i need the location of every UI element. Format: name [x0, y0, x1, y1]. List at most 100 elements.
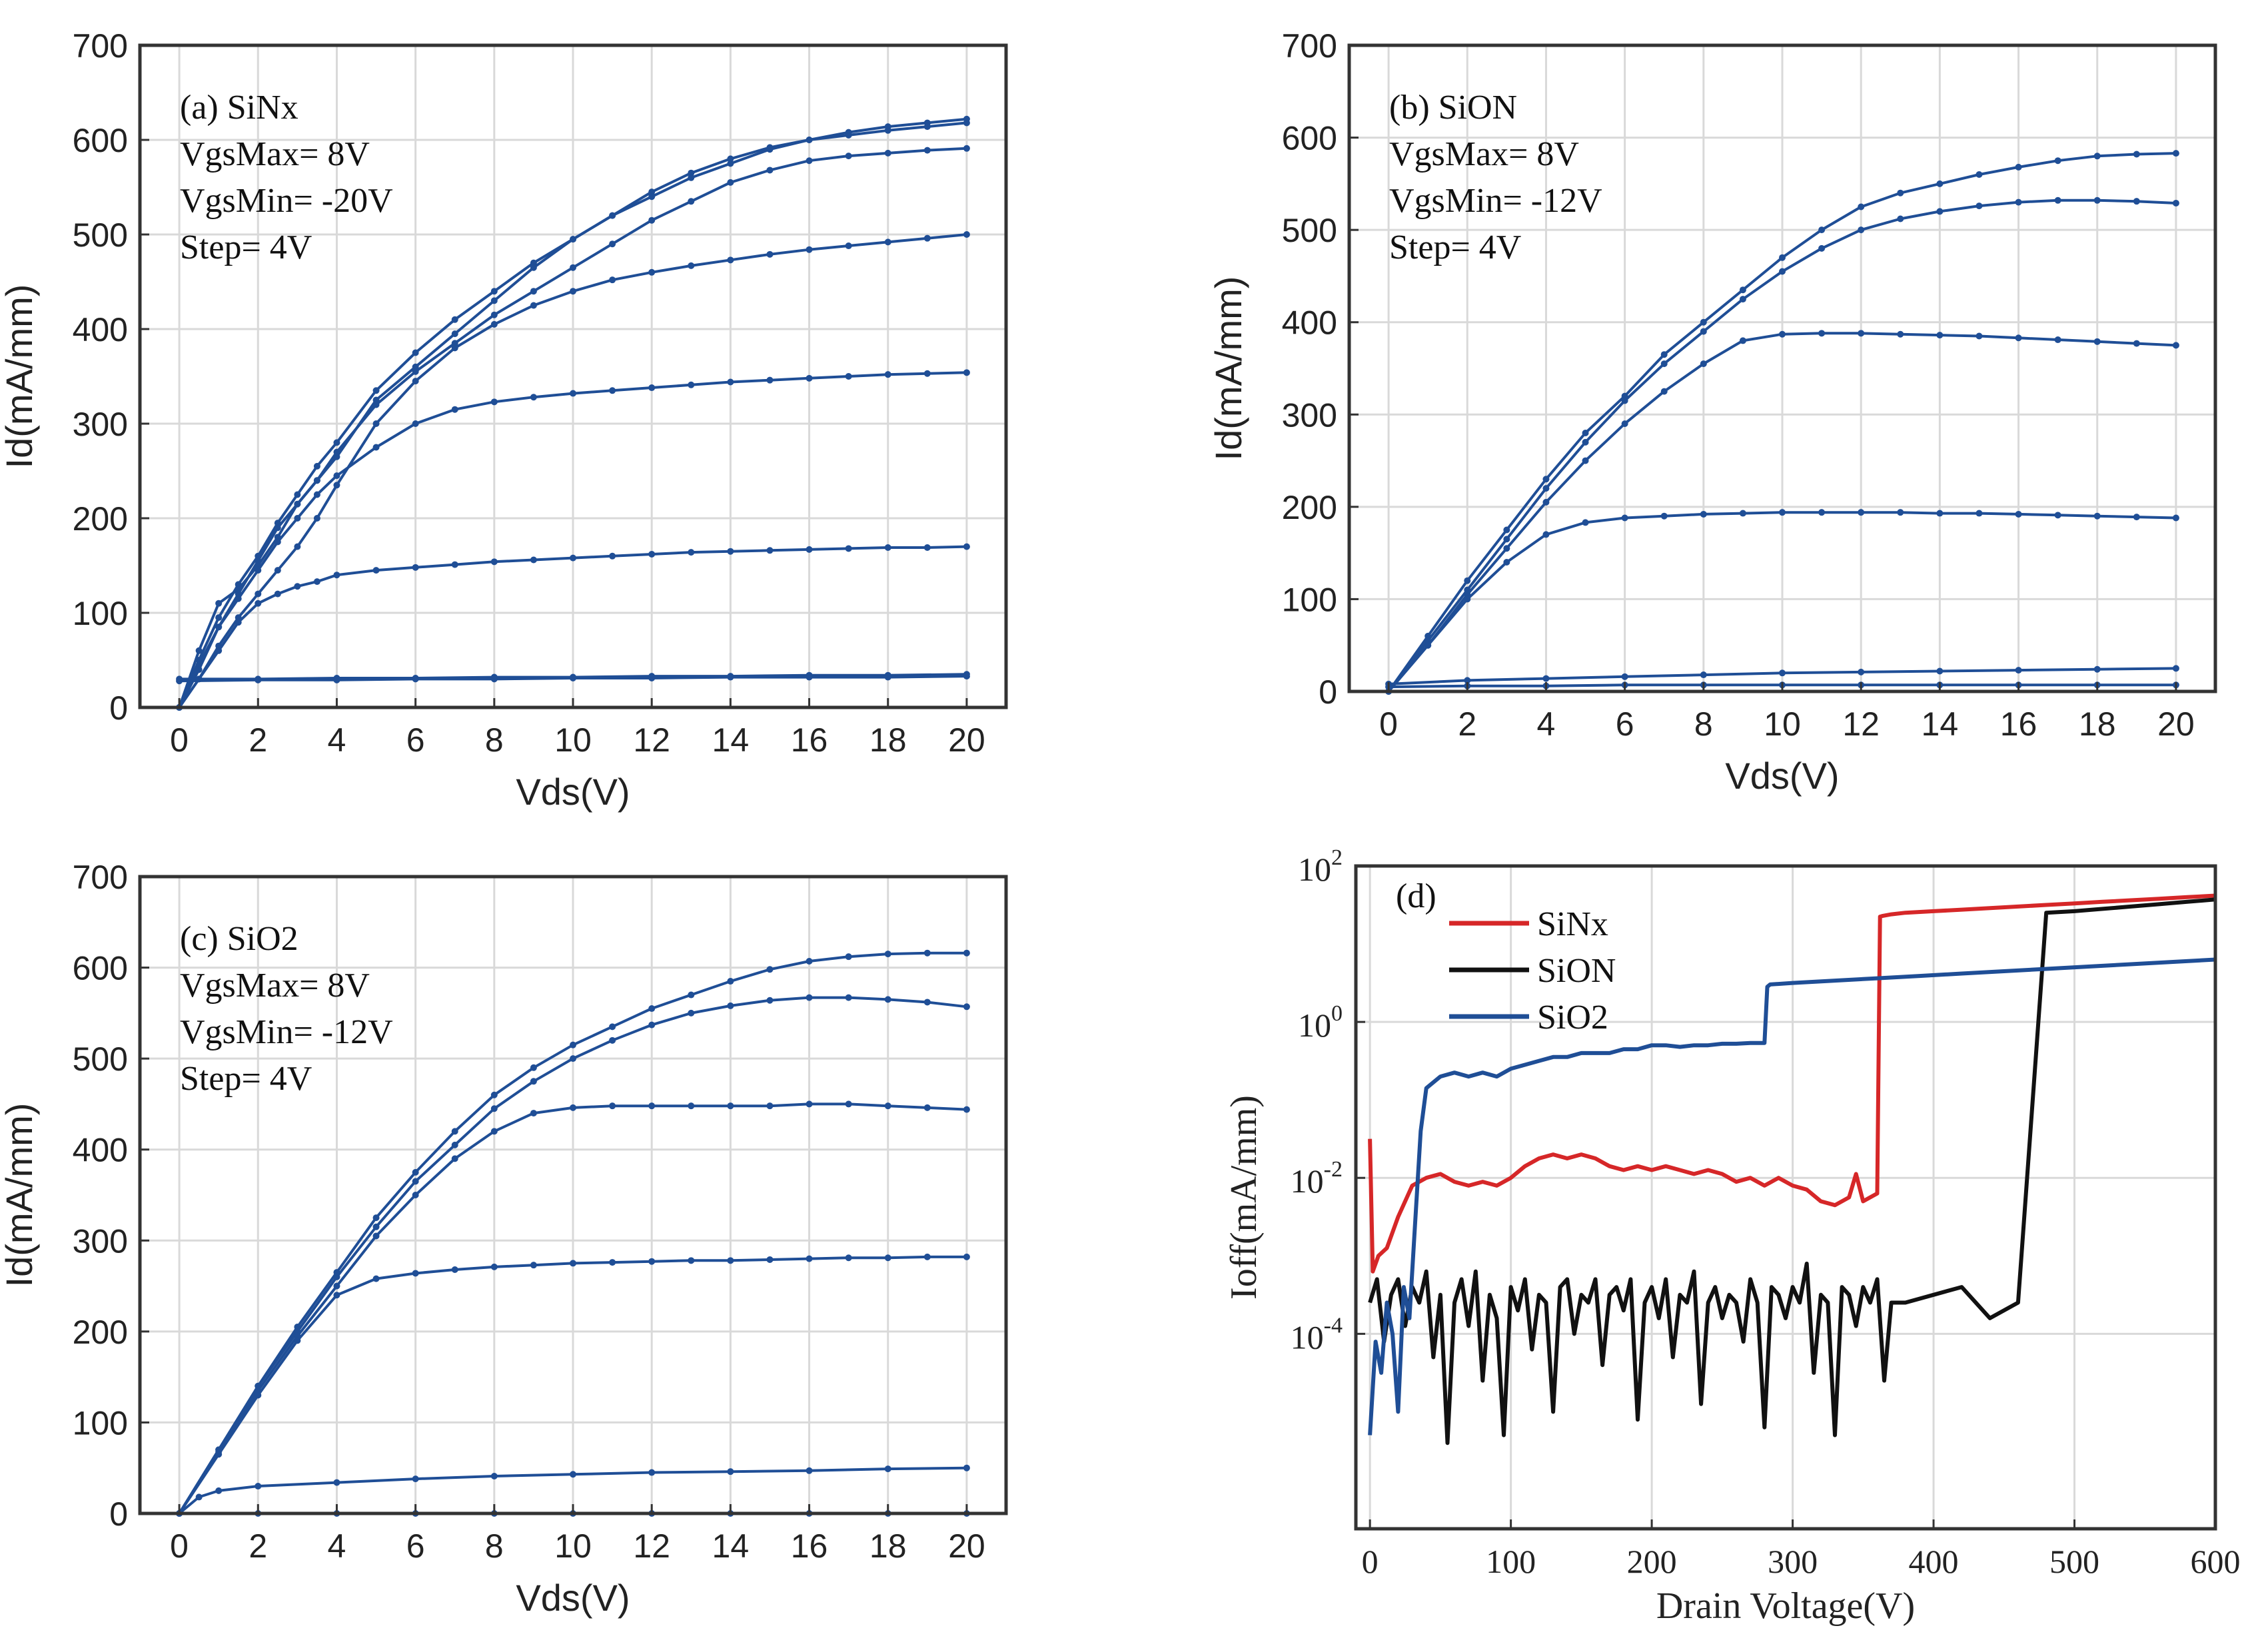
- panel-c-series-vgs-4v-point: [963, 1003, 970, 1011]
- panel-d-x-tick-label: 300: [1768, 1543, 1818, 1580]
- panel-a-series-vgs-4v-point: [766, 146, 774, 153]
- panel-b-vgs-max: VgsMax= 8V: [1389, 135, 1579, 173]
- panel-b-series-vgs-4v-point: [1897, 509, 1904, 516]
- panel-a-x-tick-label: 18: [869, 721, 907, 759]
- legend-label-sion: SiON: [1537, 952, 1616, 990]
- panel-a-series-vgs-8v-point: [215, 623, 223, 631]
- panel-c-series-vgs-4v-point: [688, 1009, 695, 1017]
- panel-a-series-vgs-8v-point: [195, 661, 203, 669]
- panel-d-x-tick-label: 0: [1362, 1543, 1379, 1580]
- panel-b-series-vgs-0v-point: [2054, 336, 2061, 344]
- panel-c-x-axis-label: Vds(V): [516, 1577, 630, 1619]
- panel-a-series-vgs-4v-point: [451, 344, 458, 352]
- panel-b-series-vgs-0v-point: [1582, 457, 1589, 464]
- panel-c-series-vgs-4v-point: [570, 1260, 576, 1267]
- panel-a-series-vgs-8v-point: [609, 387, 616, 394]
- panel-b-series-vgs-0v-point: [1542, 498, 1550, 506]
- panel-a-x-tick-label: 16: [791, 721, 828, 759]
- panel-b-series-vgs-8v-point: [1503, 526, 1510, 534]
- panel-c-series-vgs-0v-point: [963, 1106, 970, 1113]
- panel-b-y-tick-label: 500: [1282, 212, 1337, 249]
- panel-c-series-vgs-4v-point: [884, 1254, 891, 1262]
- panel-a-series-vgs-8v-point: [806, 374, 813, 382]
- panel-c-series-vgs-8v-point: [333, 1479, 340, 1486]
- panel-a-vgs-max: VgsMax= 8V: [180, 135, 370, 173]
- panel-b-series-vgs-0v-point: [2015, 334, 2022, 342]
- panel-a-series-vgs-4v-point: [923, 234, 931, 242]
- panel-b-x-tick-label: 6: [1616, 705, 1634, 743]
- panel-b-series-vgs-0v-point: [1975, 332, 1983, 340]
- panel-a-series-vgs-4v-point: [806, 246, 813, 253]
- panel-a-series-vgs-8v-point: [313, 491, 320, 498]
- panel-d-x-tick-label: 100: [1486, 1543, 1536, 1580]
- panel-a-vgs-min: VgsMin= -20V: [180, 182, 393, 220]
- panel-a-series-vgs-12v-point: [884, 544, 891, 552]
- panel-a-x-axis-label: Vds(V): [516, 771, 630, 813]
- panel-b-series-vgs-4v-point: [1936, 510, 1944, 517]
- panel-a-series-vgs-8v-point: [333, 472, 340, 480]
- panel-a-series-vgs-12v-point: [688, 549, 695, 556]
- panel-c-title: (c) SiO2: [180, 920, 298, 958]
- panel-b-title: (b) SiON: [1389, 89, 1517, 127]
- panel-b-series-vgs-4v-point: [1700, 510, 1707, 518]
- panel-a-series-vgs-12v-point: [570, 554, 576, 562]
- panel-b-series-vgs-4v-point: [2015, 199, 2022, 206]
- panel-d-x-tick-label: 500: [2049, 1543, 2099, 1580]
- panel-a-series-vgs-0v-point: [845, 153, 852, 160]
- panel-a-series-vgs-12v-point: [766, 547, 774, 554]
- panel-b-series-vgs-0v-point: [1621, 420, 1628, 428]
- panel-a-series-vgs-12v-point: [727, 548, 734, 555]
- panel-b-series-vgs-0v-point: [2172, 342, 2179, 349]
- panel-c-series-vgs-4v-point: [490, 1263, 498, 1270]
- panel-a-series-vgs-12v-point: [609, 552, 616, 560]
- panel-a-series-vgs-20v-point: [412, 675, 419, 683]
- panel-b-series-vgs-8v-point: [2172, 665, 2179, 672]
- panel-a-series-vgs-12v-point: [845, 545, 852, 552]
- panel-c-series-vgs-8v-point: [963, 949, 970, 957]
- panel-c-series-vgs-8v-point: [884, 1465, 891, 1473]
- panel-a-series-vgs-4v-point: [609, 212, 616, 219]
- panel-b-x-tick-label: 12: [1842, 705, 1880, 743]
- panel-a-series-vgs-4v-point: [884, 238, 891, 246]
- panel-c-plot-frame: [138, 875, 1008, 1515]
- panel-c-series-vgs-8v-point: [255, 1483, 262, 1490]
- panel-a-series-vgs-8v-point: [727, 155, 734, 163]
- panel-d-x-tick-label: 600: [2191, 1543, 2241, 1580]
- panel-c-series-vgs-0v-point: [884, 1102, 891, 1110]
- panel-c-series-vgs-4v-point: [845, 1254, 852, 1262]
- panel-a-series-vgs-4v-point: [648, 193, 656, 201]
- panel-a-series-vgs-8v-point: [274, 538, 281, 546]
- panel-a-series-vgs-8v-point: [412, 420, 419, 427]
- panel-c-series-vgs-0v-point: [648, 1102, 656, 1110]
- panel-c-series-vgs-4v-point: [570, 1055, 576, 1062]
- panel-a-series-vgs-8v-point: [294, 515, 301, 522]
- panel-a-series-vgs-0v-point: [490, 311, 498, 318]
- panel-b-series-vgs-4v-point: [1582, 519, 1589, 526]
- panel-a-series-vgs-8v-point: [648, 189, 656, 196]
- panel-b-series-vgs-4v-point: [1936, 208, 1944, 215]
- panel-a-series-vgs-8v-point: [963, 369, 970, 376]
- panel-b-y-tick-label: 0: [1319, 673, 1337, 711]
- panel-b-series-vgs-0v-point: [1897, 330, 1904, 338]
- panel-a-y-tick-label: 300: [73, 406, 128, 443]
- panel-a-series-vgs-0v-point: [806, 157, 813, 165]
- panel-a-series-vgs-4v-point: [530, 264, 537, 271]
- panel-c-series-vgs-4v-point: [372, 1275, 380, 1282]
- panel-b-series-vgs-8v-point: [1779, 669, 1786, 677]
- panel-a-series-vgs-0v-point: [333, 448, 340, 456]
- panel-c-x-tick-label: 2: [249, 1527, 267, 1565]
- panel-c-vgs-max: VgsMax= 8V: [180, 967, 370, 1005]
- panel-a-series-vgs-20v-point: [490, 675, 498, 683]
- panel-c-series-vgs-4v-point: [451, 1266, 458, 1273]
- panel-b-series-vgs-8v-point: [2015, 163, 2022, 171]
- panel-b-series-vgs-4v-point: [2172, 514, 2179, 522]
- panel-a-y-tick-label: 500: [73, 216, 128, 254]
- panel-b-x-tick-label: 16: [2000, 705, 2037, 743]
- panel-b-series-vgs-0v-point: [2093, 338, 2101, 345]
- panel-d-title: (d): [1396, 877, 1436, 915]
- panel-a-series-vgs-0v-point: [412, 368, 419, 375]
- panel-b-x-axis-label: Vds(V): [1725, 755, 1839, 797]
- panel-b-series-vgs-4v-point: [1897, 215, 1904, 222]
- panel-b-x-tick-label: 10: [1764, 705, 1801, 743]
